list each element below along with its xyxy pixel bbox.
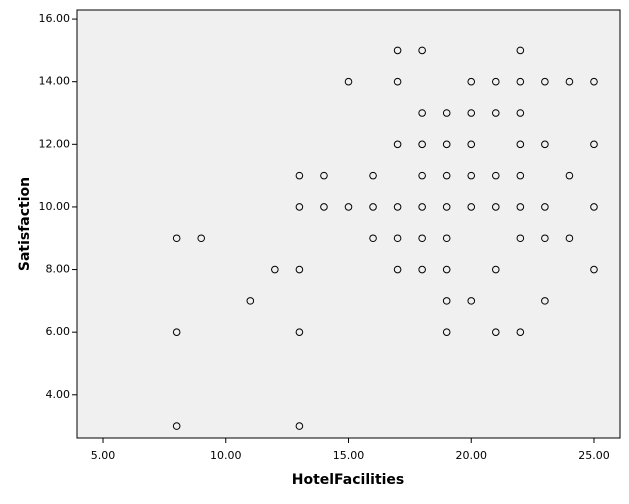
- point: [467, 77, 476, 86]
- point: [516, 109, 525, 117]
- x-tick-label: 20.00: [455, 449, 487, 462]
- point: [295, 203, 304, 211]
- point: [491, 265, 500, 274]
- point: [516, 77, 525, 86]
- point: [172, 422, 181, 430]
- point: [541, 297, 549, 305]
- y-tick-label: 16.00: [39, 12, 71, 25]
- point: [565, 171, 574, 180]
- point: [393, 203, 402, 211]
- point: [393, 265, 402, 274]
- point: [418, 171, 426, 180]
- x-tick-label: 5.00: [91, 449, 116, 462]
- y-tick-label: 8.00: [46, 263, 71, 276]
- point: [320, 203, 328, 211]
- point: [442, 328, 451, 336]
- point: [172, 328, 181, 336]
- point: [418, 109, 426, 117]
- x-axis-title: HotelFacilities: [292, 472, 405, 488]
- point: [418, 203, 426, 211]
- y-tick-label: 4.00: [46, 388, 71, 401]
- point: [467, 203, 476, 211]
- point: [418, 265, 426, 274]
- point: [491, 77, 500, 86]
- point: [442, 297, 451, 305]
- point: [516, 46, 525, 55]
- point: [442, 171, 451, 180]
- y-tick-label: 10.00: [39, 200, 71, 213]
- point: [491, 171, 500, 180]
- point: [541, 203, 549, 211]
- point: [295, 422, 304, 430]
- point: [442, 234, 451, 243]
- point: [393, 234, 402, 243]
- point: [467, 109, 476, 117]
- point: [516, 234, 525, 243]
- point: [516, 171, 525, 180]
- x-tick-label: 25.00: [578, 449, 610, 462]
- point: [590, 203, 598, 211]
- point: [369, 203, 377, 211]
- point: [197, 234, 206, 243]
- x-tick-label: 15.00: [333, 449, 365, 462]
- point: [393, 46, 402, 55]
- point: [541, 234, 549, 243]
- point: [369, 234, 377, 243]
- point: [295, 171, 304, 180]
- point: [516, 328, 525, 336]
- y-tick-label: 12.00: [39, 137, 71, 150]
- point: [491, 109, 500, 117]
- point: [516, 203, 525, 211]
- point: [590, 77, 598, 86]
- point: [565, 77, 574, 86]
- plot-area: [76, 9, 621, 439]
- point: [565, 234, 574, 243]
- point: [295, 265, 304, 274]
- point: [491, 203, 500, 211]
- point: [295, 328, 304, 336]
- point: [418, 46, 426, 55]
- point: [271, 265, 279, 274]
- point: [344, 77, 353, 86]
- point: [516, 140, 525, 149]
- point: [320, 171, 328, 180]
- x-tick-label: 10.00: [210, 449, 242, 462]
- point: [467, 171, 476, 180]
- point: [442, 265, 451, 274]
- point: [590, 265, 598, 274]
- point: [442, 109, 451, 117]
- point: [418, 140, 426, 149]
- point: [393, 77, 402, 86]
- point: [467, 140, 476, 149]
- point: [172, 234, 181, 243]
- point: [344, 203, 353, 211]
- point: [418, 234, 426, 243]
- point: [541, 77, 549, 86]
- y-tick-label: 6.00: [46, 325, 71, 338]
- y-axis-title: Satisfaction: [17, 177, 33, 271]
- point: [246, 297, 255, 305]
- point: [590, 140, 598, 149]
- point: [467, 297, 476, 305]
- point: [369, 171, 377, 180]
- point: [393, 140, 402, 149]
- y-tick-label: 14.00: [39, 75, 71, 88]
- point: [442, 140, 451, 149]
- point: [442, 203, 451, 211]
- point: [491, 328, 500, 336]
- point: [541, 140, 549, 149]
